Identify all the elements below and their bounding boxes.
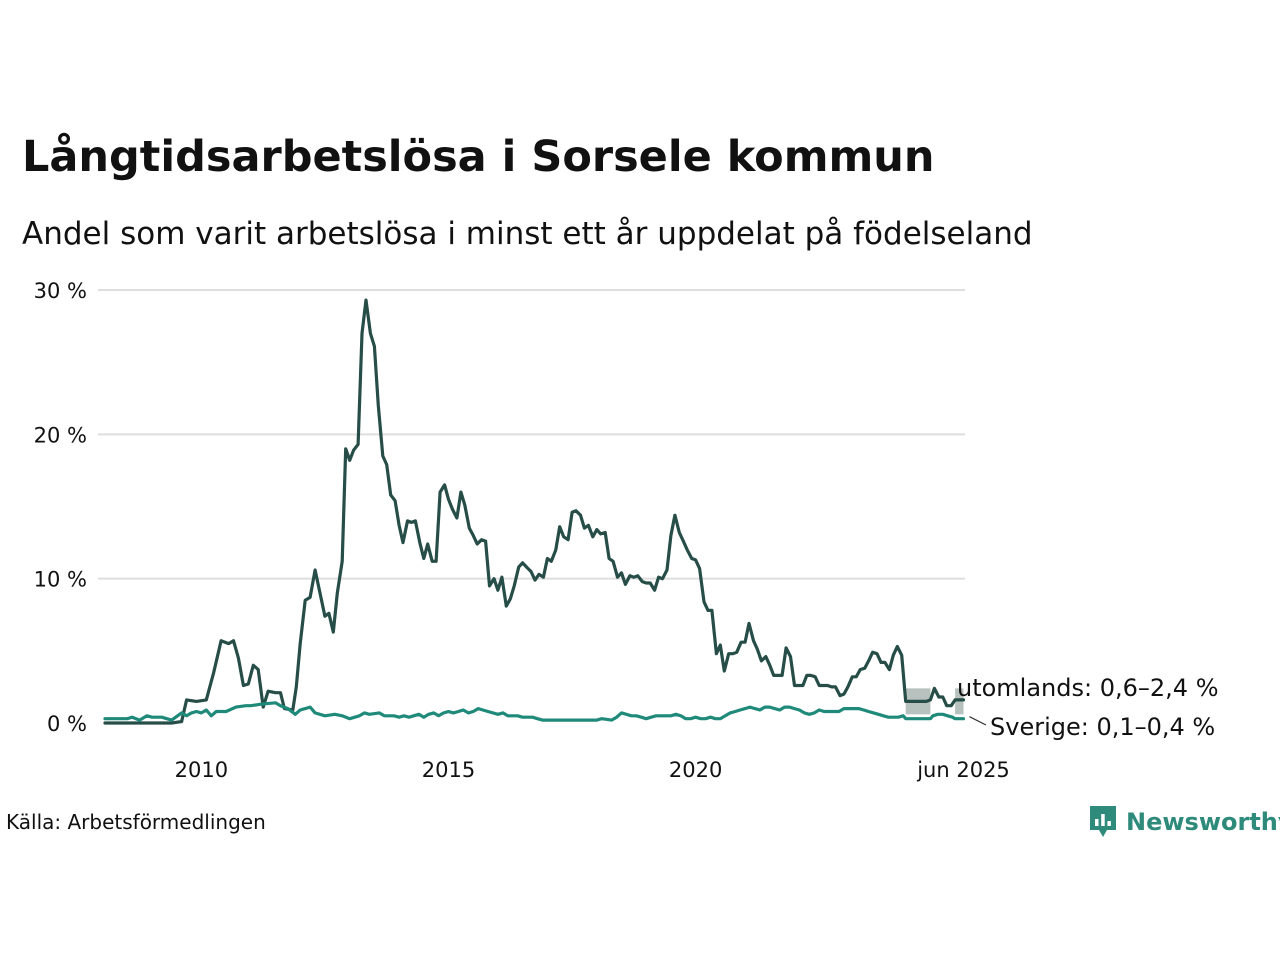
chart-title: Långtidsarbetslösa i Sorsele kommun: [22, 132, 935, 182]
sverige-line: [103, 701, 966, 722]
utomlands-line: [103, 298, 966, 725]
x-tick-label-3: jun 2025: [916, 758, 1010, 782]
end-labels: utomlands: 0,6–2,4 % Sverige: 0,1–0,4 %: [957, 674, 1219, 741]
chart-subtitle: Andel som varit arbetslösa i minst ett å…: [22, 216, 1033, 252]
x-axis-ticks: 2010 2015 2020 jun 2025: [175, 758, 1010, 782]
y-tick-label-3: 30 %: [34, 279, 87, 303]
series-lines: [103, 298, 966, 725]
bar-chart-pin-icon: [1090, 806, 1116, 837]
y-tick-label-0: 0 %: [47, 712, 87, 736]
y-axis-ticks: 0 % 10 % 20 % 30 %: [34, 279, 87, 736]
source-note: Källa: Arbetsförmedlingen: [6, 810, 266, 834]
sverige-label-leader: [969, 716, 987, 726]
y-tick-label-1: 10 %: [34, 568, 87, 592]
x-tick-label-1: 2015: [422, 758, 475, 782]
utomlands-end-label: utomlands: 0,6–2,4 %: [957, 674, 1219, 702]
gridlines: [98, 289, 965, 580]
brand-name: Newsworthy: [1126, 808, 1280, 836]
x-tick-label-0: 2010: [175, 758, 228, 782]
brand-logo: Newsworthy: [1088, 804, 1280, 840]
sverige-end-label: Sverige: 0,1–0,4 %: [990, 713, 1215, 741]
y-tick-label-2: 20 %: [34, 423, 87, 447]
x-tick-label-2: 2020: [669, 758, 722, 782]
